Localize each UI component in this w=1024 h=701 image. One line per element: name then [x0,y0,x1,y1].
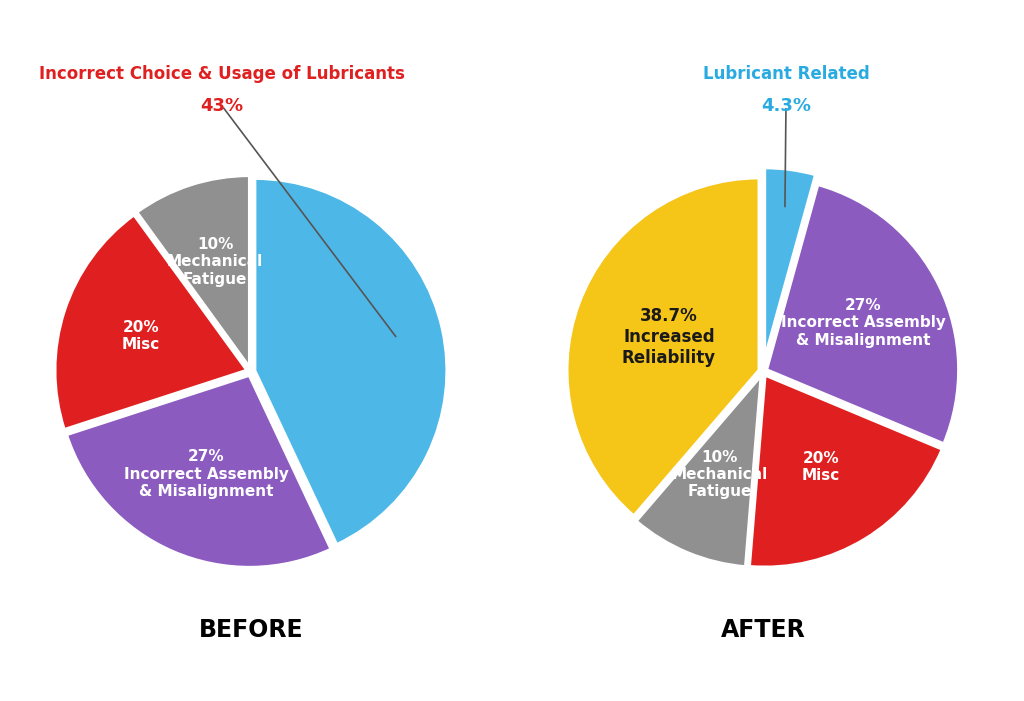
Wedge shape [54,215,247,430]
Wedge shape [67,375,332,568]
Wedge shape [566,177,759,516]
Text: 20%
Misc: 20% Misc [802,451,840,483]
Text: Incorrect Choice & Usage of Lubricants: Incorrect Choice & Usage of Lubricants [39,64,404,83]
Wedge shape [636,375,762,567]
Text: 4.3%: 4.3% [761,97,811,116]
Text: Lubricant Related: Lubricant Related [702,64,869,83]
Wedge shape [136,175,250,368]
Wedge shape [255,178,447,545]
Text: 10%
Mechanical
Fatigue: 10% Mechanical Fatigue [672,449,768,499]
Text: 27%
Incorrect Assembly
& Misalignment: 27% Incorrect Assembly & Misalignment [124,449,289,499]
Text: AFTER: AFTER [721,618,805,642]
Text: 20%
Misc: 20% Misc [122,320,160,352]
Text: 27%
Incorrect Assembly
& Misalignment: 27% Incorrect Assembly & Misalignment [781,298,946,348]
Wedge shape [766,184,958,444]
Wedge shape [765,168,816,360]
Text: 10%
Mechanical
Fatigue: 10% Mechanical Fatigue [167,237,263,287]
Text: BEFORE: BEFORE [199,618,303,642]
Text: 43%: 43% [201,97,244,116]
Wedge shape [750,375,942,567]
Text: 38.7%
Increased
Reliability: 38.7% Increased Reliability [622,307,716,367]
